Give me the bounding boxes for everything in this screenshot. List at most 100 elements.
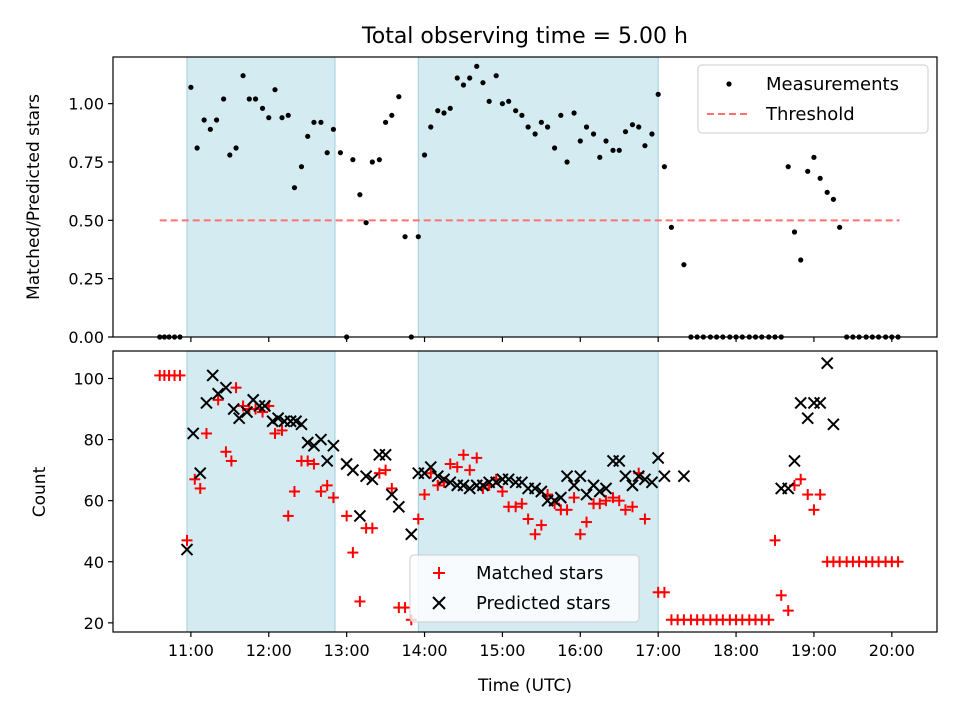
matched-star-point (522, 513, 534, 525)
matched-star-point (194, 482, 206, 494)
matched-star-point (444, 458, 456, 470)
legend-matched-label: Matched stars (476, 563, 603, 584)
measurement-point (661, 164, 668, 170)
predicted-star-point (232, 411, 246, 425)
predicted-star-point (677, 470, 691, 483)
predicted-star-point (794, 396, 807, 410)
predicted-star-point (295, 418, 308, 431)
predicted-star-point (437, 473, 451, 486)
predicted-star-point (187, 427, 200, 440)
predicted-star-point (554, 491, 568, 504)
measurement-point (311, 119, 317, 125)
measurement-point (597, 154, 603, 160)
x-axis-label: Time (UTC) (477, 676, 572, 696)
measurement-point (194, 145, 200, 151)
predicted-star-point (651, 451, 665, 465)
matched-star-point (581, 516, 593, 528)
measurement-point (369, 159, 375, 165)
predicted-star-point (457, 479, 470, 492)
measurement-point (519, 112, 525, 118)
measurement-point (616, 147, 622, 153)
top-axes-frame (112, 56, 938, 338)
predicted-star-point (206, 369, 219, 382)
top-x-ticks (190, 337, 893, 342)
top-shaded-intervals (186, 56, 659, 338)
matched-star-point (366, 522, 378, 534)
bottom-legend: Matched stars Predicted stars (409, 554, 640, 623)
predicted-star-point (788, 454, 801, 468)
measurement-point (227, 152, 233, 158)
measurement-point (532, 131, 538, 137)
matched-star-point (613, 495, 625, 507)
predicted-star-point (548, 494, 561, 507)
matched-star-point (347, 547, 359, 559)
predicted-star-point (560, 470, 574, 483)
x-tick-label: 16:00 (557, 641, 603, 660)
matched-star-point (321, 479, 333, 491)
matched-star-point (327, 492, 339, 504)
measurement-point (266, 115, 272, 121)
matched-star-point (386, 482, 398, 494)
matched-star-point (561, 504, 573, 516)
legend-matched-marker (433, 567, 445, 579)
measurement-point (467, 75, 473, 81)
measurement-point (285, 112, 291, 118)
y-tick-label: 100 (73, 369, 104, 388)
x-tick-label: 18:00 (713, 641, 759, 660)
y-tick-label: 1.00 (68, 95, 104, 114)
measurement-point (506, 98, 512, 104)
measurement-point (805, 168, 811, 174)
predicted-star-point (314, 433, 328, 446)
matched-star-point (181, 534, 193, 546)
x-tick-label: 19:00 (791, 641, 837, 660)
measurement-point (655, 91, 661, 97)
predicted-star-point (807, 396, 821, 410)
matched-star-point (529, 528, 541, 540)
measurement-point (402, 234, 408, 240)
predicted-star-point (385, 488, 399, 501)
measurement-point (480, 80, 486, 86)
measurement-point (564, 159, 570, 165)
predicted-star-point (253, 399, 266, 413)
measurement-point (513, 108, 519, 114)
measurement-point (220, 96, 227, 102)
predicted-star-point (599, 482, 613, 495)
matched-star-point (276, 424, 288, 436)
matched-star-point (200, 427, 212, 439)
matched-star-point (373, 467, 385, 479)
measurement-point (298, 164, 305, 170)
matched-star-point (225, 455, 237, 467)
measurement-point (305, 133, 311, 139)
top-y-axis-label: Matched/Predicted stars (24, 94, 44, 300)
matched-star-point (419, 489, 431, 501)
predicted-star-point (200, 396, 213, 410)
matched-star-point (535, 519, 547, 531)
x-tick-label: 13:00 (324, 641, 370, 660)
measurement-point (791, 229, 798, 235)
measurement-point (363, 220, 369, 226)
predicted-star-point (632, 470, 645, 483)
matched-star-point (471, 452, 483, 464)
measurement-point (330, 126, 337, 132)
predicted-star-point (489, 476, 503, 489)
matched-star-point (607, 492, 619, 504)
measurement-point (486, 98, 492, 104)
y-tick-label: 0.25 (68, 270, 104, 289)
predicted-star-point (346, 463, 360, 477)
predicted-star-point (626, 479, 639, 492)
predicted-star-point (379, 448, 392, 462)
measurement-point (610, 147, 616, 153)
predicted-star-point (567, 479, 581, 492)
legend-measurements-label: Measurements (766, 74, 899, 95)
predicted-star-point (240, 405, 254, 419)
matched-star-point (432, 479, 444, 491)
predicted-star-point (431, 470, 444, 483)
measurement-point (583, 124, 590, 130)
measurement-point (474, 63, 480, 69)
measurement-point (824, 189, 830, 195)
predicted-star-point (327, 439, 340, 452)
matched-star-point (763, 614, 775, 626)
bottom-y-axis-label: Count (30, 466, 50, 517)
predicted-star-point (820, 357, 834, 370)
